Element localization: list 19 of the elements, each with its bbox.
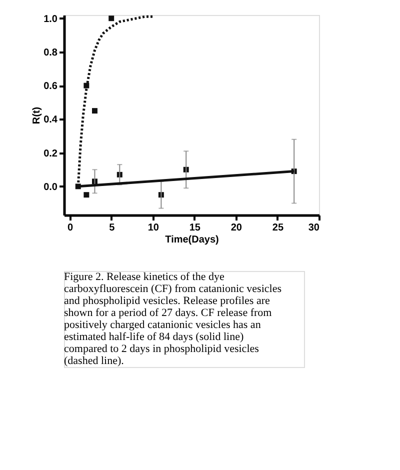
- y-tick-label: 0.2: [44, 148, 58, 160]
- x-tick-label: 25: [272, 222, 284, 234]
- x-tick-label: 30: [308, 222, 320, 234]
- x-tick-label: 15: [189, 222, 201, 234]
- y-tick-label: 0.8: [44, 47, 58, 58]
- caption: Figure 2. Release kinetics of the dye carboxyfluorescein (CF) from catanionic vesicles and phospholipid vesicles. Release profiles are shown for a period of 27 days. CF release from positively charged catanionic vesicles has an estimated half-life of 84 days (solid line) compared to 2 days in phospholipid vesicles (dashed line).: [64, 271, 282, 367]
- y-tick-label: 0.6: [44, 81, 58, 92]
- x-tick-label: 5: [109, 222, 116, 234]
- y-axis-title: R(t): [32, 106, 43, 124]
- x-tick-label: 10: [148, 222, 160, 234]
- y-tick-label: 0.4: [44, 114, 58, 126]
- y-tick-label: 1.0: [44, 14, 58, 25]
- y-tick-label: 0.0: [44, 182, 58, 193]
- x-tick-label: 0: [68, 222, 74, 234]
- point: [84, 192, 90, 198]
- point: [92, 108, 98, 114]
- x-tick-label: 20: [230, 222, 242, 234]
- x-axis-title: Time(Days): [165, 234, 219, 246]
- point: [108, 16, 114, 22]
